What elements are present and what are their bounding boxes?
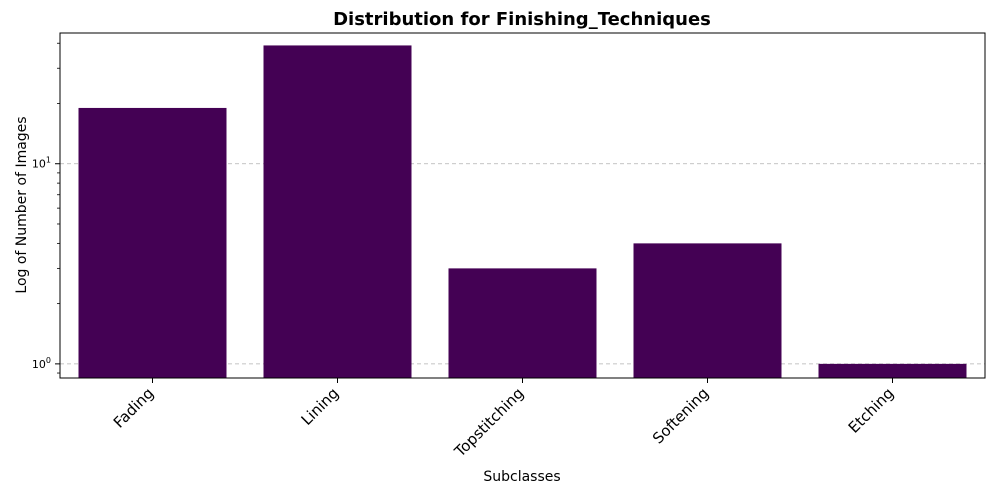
xtick-label-fading: Fading xyxy=(110,384,157,431)
x-axis-ticks: Fading Lining Topstitching Softening Etching xyxy=(110,378,897,461)
bar-etching xyxy=(818,363,967,378)
x-axis-label: Subclasses xyxy=(483,469,560,485)
bar-lining xyxy=(263,45,412,378)
ytick-label-0: 100 xyxy=(32,356,51,371)
bar-fading xyxy=(78,107,227,378)
bar-topstitching xyxy=(448,268,597,378)
xtick-label-lining: Lining xyxy=(298,384,343,429)
ytick-label-1: 101 xyxy=(32,156,51,171)
y-axis-ticks: 100 101 xyxy=(32,42,60,374)
chart-title: Distribution for Finishing_Techniques xyxy=(333,9,711,30)
xtick-label-topstitching: Topstitching xyxy=(450,384,527,461)
bar-softening xyxy=(633,243,782,378)
xtick-label-etching: Etching xyxy=(845,384,898,437)
y-axis-label: Log of Number of Images xyxy=(14,116,30,293)
bars xyxy=(78,45,967,378)
xtick-label-softening: Softening xyxy=(649,384,712,447)
